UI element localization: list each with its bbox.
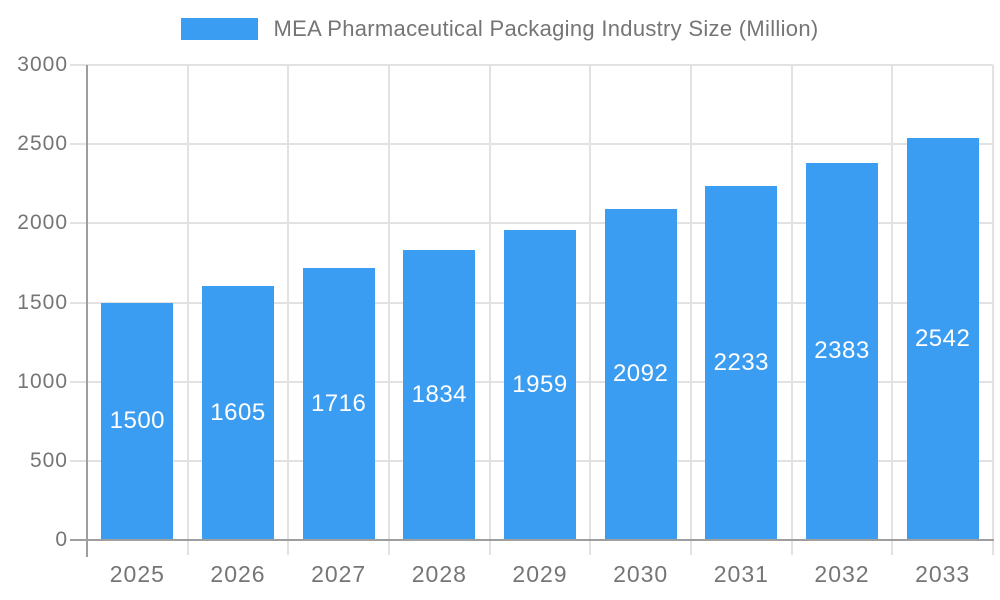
x-axis-tick-label: 2033 (915, 561, 971, 587)
bar[interactable]: 2233 (705, 186, 778, 540)
bar-value-label: 1716 (310, 390, 367, 418)
bar-value-label: 1500 (109, 407, 166, 435)
x-gridline (891, 65, 894, 555)
bar-value-label: 2542 (914, 324, 971, 352)
x-axis-line (70, 539, 994, 541)
x-axis-tick-label: 2029 (512, 561, 568, 587)
legend-item[interactable]: MEA Pharmaceutical Packaging Industry Si… (181, 16, 818, 42)
x-gridline (186, 65, 189, 555)
x-gridline (992, 65, 994, 555)
x-axis-tick-label: 2026 (210, 561, 266, 587)
y-axis-tick-label: 500 (29, 448, 68, 472)
y-axis-tick-label: 2000 (17, 211, 68, 235)
bar-value-label: 1834 (411, 380, 468, 408)
bar-value-label: 2383 (814, 337, 870, 365)
x-axis-tick-label: 2025 (109, 561, 165, 587)
bar[interactable]: 1605 (202, 285, 274, 540)
x-axis-tick-label: 2028 (411, 561, 467, 587)
bar[interactable]: 1500 (101, 302, 174, 540)
y-axis-tick-label: 2500 (17, 132, 68, 156)
x-axis-tick-label: 2030 (613, 561, 669, 587)
x-axis-tick-label: 2032 (814, 561, 870, 587)
bar[interactable]: 2092 (604, 208, 677, 540)
y-axis-line (86, 65, 88, 557)
y-gridline (70, 222, 993, 225)
bar-value-label: 1605 (210, 398, 266, 426)
bar[interactable]: 1959 (504, 229, 576, 540)
bar[interactable]: 2383 (806, 162, 878, 540)
x-gridline (790, 65, 793, 555)
y-axis-tick-label: 0 (55, 528, 68, 551)
y-axis-tick-label: 1500 (17, 290, 68, 314)
bar-value-label: 2233 (713, 349, 770, 377)
x-gridline (287, 65, 290, 555)
x-axis-tick-label: 2031 (713, 561, 769, 587)
legend-swatch-icon (181, 18, 259, 40)
x-gridline (589, 65, 592, 555)
bar-value-label: 1959 (512, 370, 568, 398)
bar[interactable]: 2542 (906, 137, 979, 540)
bar[interactable]: 1834 (403, 249, 476, 540)
y-gridline (70, 143, 993, 146)
bar-value-label: 2092 (612, 360, 669, 388)
x-gridline (488, 65, 491, 555)
x-gridline (690, 65, 692, 555)
y-axis-tick-label: 3000 (17, 53, 68, 76)
bar[interactable]: 1716 (302, 268, 375, 540)
x-gridline (388, 65, 390, 555)
y-axis-tick-label: 1000 (17, 369, 68, 393)
legend: MEA Pharmaceutical Packaging Industry Si… (0, 16, 1000, 42)
y-gridline (70, 64, 993, 66)
x-axis-tick-label: 2027 (311, 561, 367, 587)
legend-label: MEA Pharmaceutical Packaging Industry Si… (273, 16, 819, 41)
